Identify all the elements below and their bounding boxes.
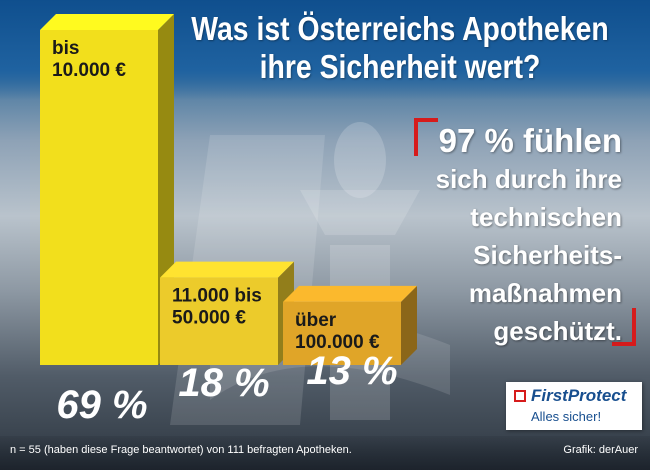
- callout-bracket-top-left: [414, 118, 438, 156]
- bar-category-label: bis: [52, 38, 79, 59]
- callout-line: technischen: [470, 202, 622, 232]
- bar-value-label: 13 %: [306, 349, 397, 393]
- bar-side: [401, 285, 417, 365]
- bar-category-label: 50.000 €: [172, 308, 246, 329]
- callout-line: geschützt.: [493, 316, 622, 346]
- dashed-square-icon: [514, 390, 526, 402]
- chart-title: Was ist Österreichs Apotheken ihre Siche…: [185, 10, 615, 86]
- graphic-credit: Grafik: derAuer: [563, 444, 638, 456]
- bar-category-label: 11.000 bis: [172, 286, 262, 307]
- footer-band: [0, 436, 650, 470]
- bar: [160, 277, 278, 365]
- brand-tagline: Alles sicher!: [531, 409, 602, 424]
- bar-category-label: 100.000 €: [295, 332, 380, 353]
- bar-top: [283, 285, 417, 302]
- bar-category-label: 10.000 €: [52, 60, 126, 81]
- callout-line: sich durch ihre: [435, 164, 622, 194]
- brand-logo: FirstProtect Alles sicher!: [506, 382, 642, 430]
- bar-value-label: 69 %: [56, 383, 147, 427]
- bar-top: [160, 261, 294, 278]
- bar: [40, 30, 158, 365]
- bar: [283, 301, 401, 365]
- callout-line: maßnahmen: [468, 278, 622, 308]
- bar-category-label: über: [295, 310, 337, 331]
- callout-statement: 97 % fühlen sich durch ihre technischen …: [400, 122, 622, 350]
- footnote: n = 55 (haben diese Frage beantwortet) v…: [10, 444, 352, 456]
- callout-bracket-bottom-right: [612, 308, 636, 346]
- bar-value-label: 18 %: [178, 361, 269, 405]
- callout-line: 97 % fühlen: [438, 122, 622, 159]
- bar-top: [40, 14, 174, 30]
- title-line-2: ihre Sicherheit wert?: [259, 48, 541, 85]
- brand-name: FirstProtect: [531, 386, 627, 405]
- title-line-1: Was ist Österreichs Apotheken: [191, 10, 609, 47]
- callout-line: Sicherheits-: [473, 240, 622, 270]
